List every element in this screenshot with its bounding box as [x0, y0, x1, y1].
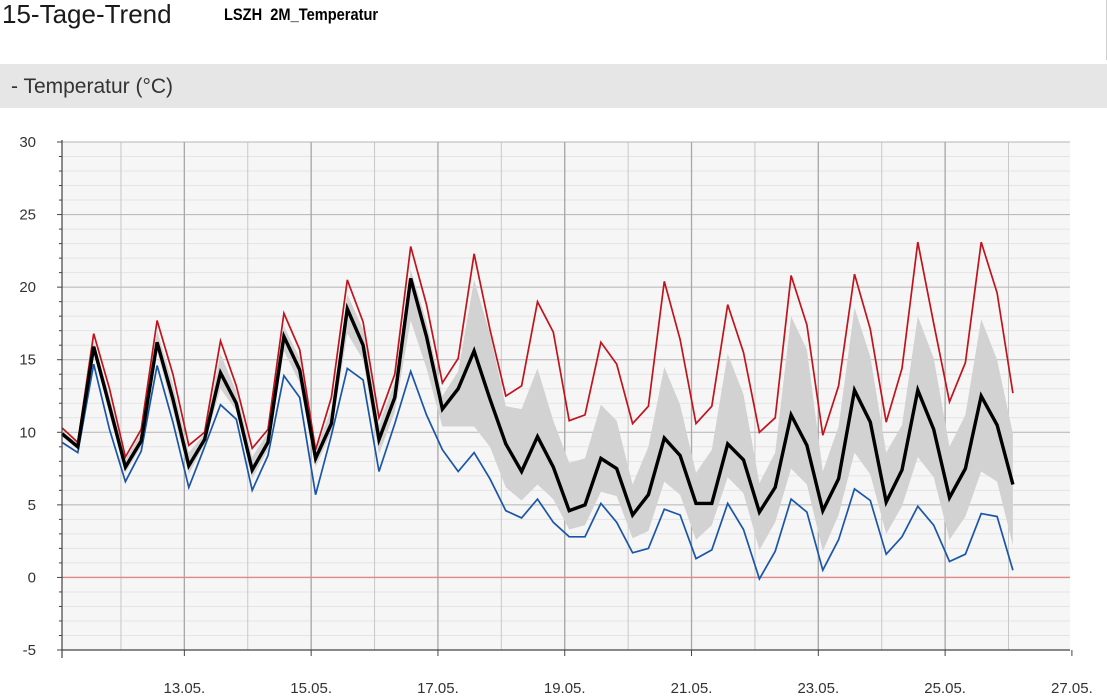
section-header[interactable]: - Temperatur (°C): [0, 64, 1107, 108]
x-tick-label: 13.05.: [163, 680, 205, 697]
page-title: 15-Tage-Trend: [2, 0, 172, 29]
x-tick-label: 23.05.: [797, 680, 839, 697]
x-tick-label: 21.05.: [671, 680, 713, 697]
y-tick-label: -5: [23, 642, 36, 659]
x-tick-label: 25.05.: [924, 680, 966, 697]
x-tick-label: 27.05.: [1051, 680, 1093, 697]
y-tick-label: 25: [19, 207, 36, 224]
series-line-median: [60, 277, 1015, 519]
x-tick-label: 15.05.: [290, 680, 332, 697]
y-tick-label: 0: [28, 569, 36, 586]
section-title: - Temperatur (°C): [11, 75, 174, 98]
series-line-maximum: [61, 241, 1014, 460]
x-tick-label: 19.05.: [544, 680, 586, 697]
page-header: 15-Tage-Trend LSZH 2M_Temperatur: [0, 0, 1107, 60]
series-line-minimum: [61, 363, 1014, 581]
temperature-trend-chart: 30 25 20 15 10 5 0 -5 13.05. 15.05. 17.05. 19.05. 21…: [19, 134, 1093, 697]
y-tick-label: 10: [19, 424, 36, 441]
x-tick-label: 17.05.: [417, 680, 459, 697]
y-tick-label: 5: [28, 497, 36, 514]
y-tick-label: 20: [19, 279, 36, 296]
station-label: LSZH 2M_Temperatur: [224, 5, 379, 24]
y-tick-label: 15: [19, 352, 36, 369]
y-tick-label: 30: [19, 134, 36, 151]
